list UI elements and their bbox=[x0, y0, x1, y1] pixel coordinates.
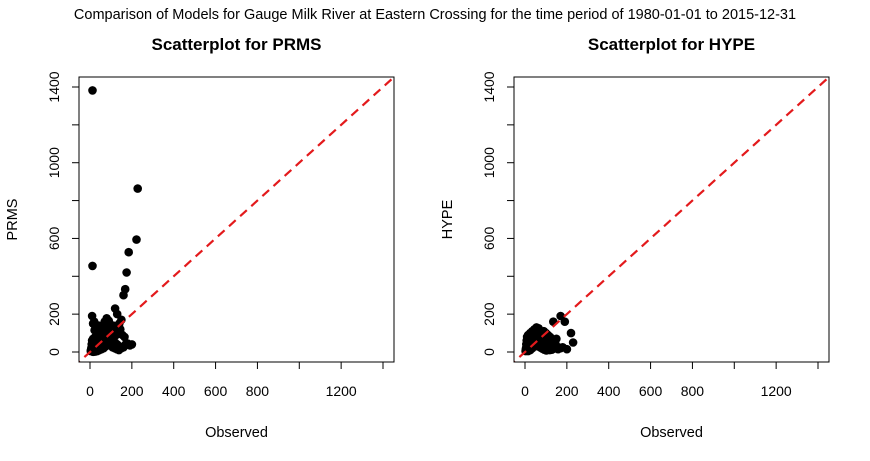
figure-title: Comparison of Models for Gauge Milk Rive… bbox=[74, 7, 796, 23]
y-tick-label: 1400 bbox=[46, 71, 62, 102]
x-tick-label: 600 bbox=[639, 383, 663, 399]
y-tick-label: 0 bbox=[46, 348, 62, 356]
x-tick-label: 1200 bbox=[761, 383, 792, 399]
x-tick-label: 400 bbox=[162, 383, 186, 399]
x-tick-label: 800 bbox=[246, 383, 270, 399]
data-point bbox=[560, 317, 570, 327]
data-point bbox=[123, 339, 132, 348]
points bbox=[521, 311, 578, 356]
x-axis-label: Observed bbox=[640, 425, 703, 441]
data-point bbox=[124, 247, 133, 257]
data-point bbox=[105, 322, 114, 331]
y-tick-label: 200 bbox=[46, 302, 62, 326]
data-point bbox=[88, 261, 97, 271]
data-point bbox=[132, 235, 141, 244]
data-point bbox=[96, 329, 106, 339]
y-tick-label: 1000 bbox=[46, 147, 62, 178]
plot-frame bbox=[513, 76, 830, 363]
y-tick-label: 1400 bbox=[481, 71, 497, 102]
data-point bbox=[531, 333, 541, 343]
data-point bbox=[551, 339, 560, 348]
x-tick-label: 600 bbox=[204, 383, 228, 399]
points bbox=[86, 86, 142, 357]
y-tick-label: 1000 bbox=[481, 147, 497, 178]
data-point bbox=[119, 290, 128, 300]
panel-title: Scatterplot for HYPE bbox=[588, 35, 755, 54]
reference-line bbox=[514, 77, 829, 362]
reference-line bbox=[79, 77, 394, 362]
x-tick-label: 200 bbox=[120, 383, 144, 399]
panel-title: Scatterplot for PRMS bbox=[151, 35, 321, 54]
x-tick-label: 200 bbox=[555, 383, 579, 399]
y-tick-label: 600 bbox=[46, 227, 62, 251]
x-axis-label: Observed bbox=[205, 425, 268, 441]
data-point bbox=[122, 268, 131, 277]
x-tick-label: 0 bbox=[521, 383, 529, 399]
data-point bbox=[114, 345, 124, 355]
y-tick-label: 600 bbox=[481, 227, 497, 251]
y-tick-label: 0 bbox=[481, 348, 497, 356]
scatterplot-prms: Scatterplot for PRMS 0 200 400 600 800 1200 0 20… bbox=[5, 35, 395, 441]
y-tick-label: 200 bbox=[481, 302, 497, 326]
y-axis-label: HYPE bbox=[440, 199, 456, 239]
data-point bbox=[568, 338, 578, 347]
y-axis-label: PRMS bbox=[5, 199, 21, 241]
data-point bbox=[88, 86, 97, 95]
scatterplot-hype: Scatterplot for HYPE 0 200 400 600 800 1200 0 20… bbox=[440, 35, 830, 441]
x-tick-label: 800 bbox=[681, 383, 705, 399]
x-tick-label: 0 bbox=[86, 383, 94, 399]
data-point bbox=[566, 328, 576, 338]
plot-frame bbox=[78, 76, 395, 363]
data-point bbox=[133, 184, 142, 193]
x-tick-label: 1200 bbox=[326, 383, 357, 399]
x-tick-label: 400 bbox=[597, 383, 621, 399]
